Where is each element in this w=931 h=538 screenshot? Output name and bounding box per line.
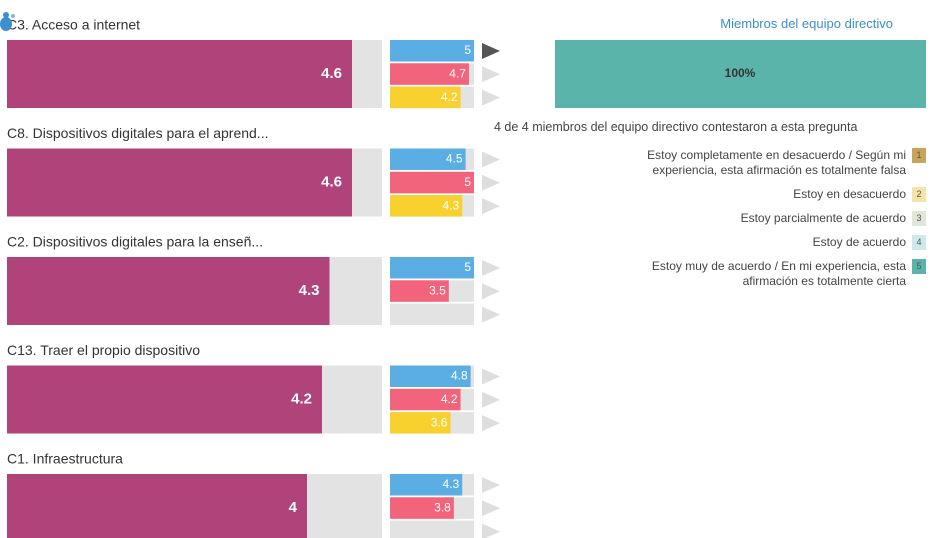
- overall-value: 4.6: [321, 65, 342, 82]
- overall-value: 4.2: [291, 390, 312, 407]
- overall-bar: [7, 40, 352, 108]
- legend-label: Estoy completamente en desacuerdo / Segú…: [647, 148, 906, 177]
- row-label: C13. Traer el propio dispositivo: [7, 342, 200, 358]
- sub-bar: [390, 412, 451, 434]
- sub-value: 4.3: [443, 198, 460, 212]
- overall-value: 4: [289, 499, 298, 516]
- sub-value: 3.6: [431, 415, 448, 429]
- sub-bar: [390, 257, 474, 279]
- legend-label: Estoy de acuerdo: [812, 235, 906, 249]
- play-arrow[interactable]: [482, 151, 500, 168]
- sub-bar: [390, 365, 471, 387]
- play-arrow[interactable]: [482, 391, 500, 408]
- legend-item: Estoy muy de acuerdo / En mi experiencia…: [586, 259, 926, 289]
- legend: Estoy completamente en desacuerdo / Segú…: [586, 148, 926, 298]
- sub-value: 4.2: [441, 90, 458, 104]
- play-arrow[interactable]: [482, 306, 500, 323]
- play-arrow[interactable]: [482, 283, 500, 300]
- response-note: 4 de 4 miembros del equipo directivo con…: [494, 120, 858, 134]
- sub-bar: [390, 40, 474, 62]
- play-arrow[interactable]: [482, 198, 500, 215]
- sub-value: 4.8: [451, 369, 468, 383]
- play-arrow[interactable]: [482, 89, 500, 106]
- overall-value: 4.3: [299, 282, 320, 299]
- play-arrow[interactable]: [482, 368, 500, 385]
- share-label: 100%: [725, 66, 756, 80]
- sub-track: [390, 303, 474, 326]
- row-label: C1. Infraestructura: [7, 451, 123, 467]
- panel-title[interactable]: Miembros del equipo directivo: [720, 16, 893, 31]
- sub-bar: [390, 148, 466, 170]
- play-arrow[interactable]: [482, 477, 500, 493]
- legend-item: Estoy de acuerdo 4: [586, 235, 926, 250]
- share-bar: [555, 40, 926, 108]
- play-arrow[interactable]: [482, 43, 500, 59]
- sub-bar: [390, 171, 474, 194]
- play-arrow[interactable]: [482, 66, 500, 83]
- legend-swatch: 4: [912, 235, 926, 250]
- sub-bar: [390, 474, 463, 496]
- legend-item: Estoy parcialmente de acuerdo 3: [586, 211, 926, 226]
- play-arrow[interactable]: [482, 260, 500, 276]
- group-icon: [0, 12, 15, 31]
- sub-value: 4.7: [449, 66, 466, 80]
- legend-swatch: 1: [912, 148, 926, 163]
- legend-label: Estoy en desacuerdo: [793, 187, 906, 201]
- sub-value: 3.8: [434, 500, 451, 514]
- sub-value: 4.2: [441, 392, 458, 406]
- overall-value: 4.6: [321, 173, 342, 190]
- row-label: C8. Dispositivos digitales para el apren…: [7, 125, 268, 141]
- overall-bar: [7, 148, 352, 217]
- overall-bar: [7, 474, 307, 538]
- sub-value: 4.5: [446, 152, 463, 166]
- legend-item: Estoy completamente en desacuerdo / Segú…: [586, 148, 926, 178]
- sub-bar: [390, 86, 461, 109]
- sub-bar: [390, 497, 454, 519]
- legend-swatch: 5: [912, 259, 926, 274]
- play-arrow[interactable]: [482, 415, 500, 432]
- row-label: C2. Dispositivos digitales para la enseñ…: [7, 234, 263, 250]
- legend-label: Estoy parcialmente de acuerdo: [740, 211, 906, 225]
- sub-track: [390, 520, 474, 538]
- play-arrow[interactable]: [482, 500, 500, 517]
- sub-value: 3.5: [429, 283, 446, 297]
- sub-value: 5: [464, 43, 471, 57]
- overall-bar: [7, 257, 330, 325]
- play-arrow[interactable]: [482, 174, 500, 191]
- sub-bar: [390, 388, 461, 411]
- legend-item: Estoy en desacuerdo 2: [586, 187, 926, 202]
- overall-bar: [7, 365, 322, 434]
- legend-swatch: 2: [912, 187, 926, 202]
- sub-value: 5: [464, 260, 471, 274]
- legend-swatch: 3: [912, 211, 926, 226]
- row-label: C3. Acceso a internet: [7, 17, 140, 33]
- sub-value: 5: [464, 175, 471, 189]
- play-arrow[interactable]: [482, 523, 500, 538]
- sub-bar: [390, 280, 449, 302]
- sub-bar: [390, 63, 469, 85]
- legend-label: Estoy muy de acuerdo / En mi experiencia…: [651, 259, 906, 288]
- sub-value: 4.3: [443, 477, 460, 491]
- sub-bar: [390, 195, 463, 217]
